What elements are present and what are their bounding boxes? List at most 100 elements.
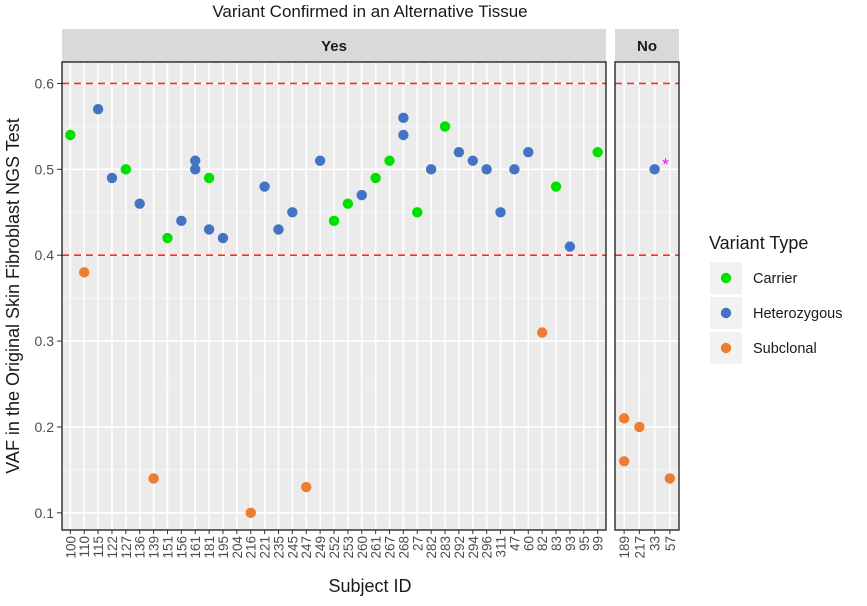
x-tick-label: 33 [648, 536, 663, 551]
facet-label: Yes [321, 38, 347, 55]
x-tick-label: 60 [521, 536, 536, 551]
x-tick-label: 260 [355, 536, 370, 559]
legend-label: Heterozygous [753, 306, 842, 322]
x-tick-label: 139 [147, 536, 162, 559]
y-tick-label: 0.5 [35, 161, 55, 177]
data-point-subclonal [148, 473, 159, 484]
x-axis-label: Subject ID [328, 576, 411, 596]
panel-border [614, 61, 680, 531]
y-tick-label: 0.4 [35, 247, 55, 263]
x-tick-label: 99 [591, 536, 606, 551]
data-point-carrier [384, 155, 395, 166]
x-tick-label: 151 [160, 536, 175, 559]
data-point-subclonal [618, 456, 630, 467]
x-tick-label: 311 [494, 536, 509, 558]
data-point-heterozygous [314, 155, 326, 166]
x-tick-label: 110 [77, 536, 92, 558]
y-axis-label: VAF in the Original Skin Fibroblast NGS … [3, 118, 23, 473]
x-tick-label: 122 [105, 536, 120, 559]
data-point-heterozygous [564, 241, 576, 252]
data-point-subclonal [664, 473, 676, 484]
data-point-carrier [592, 146, 603, 158]
facet-strip [62, 29, 606, 62]
legend-item: Carrier [710, 262, 797, 294]
data-point-heterozygous [106, 172, 118, 184]
x-tick-label: 292 [452, 536, 467, 559]
x-tick-label: 204 [230, 536, 245, 559]
data-point-heterozygous [425, 164, 437, 175]
data-point-heterozygous [287, 207, 298, 218]
x-tick-label: 127 [119, 536, 134, 559]
data-point-carrier [412, 207, 423, 218]
data-point-heterozygous [217, 232, 229, 244]
data-point-heterozygous [398, 129, 409, 141]
data-point-subclonal [245, 507, 256, 519]
y-tick-label: 0.1 [35, 505, 55, 521]
data-point-heterozygous [523, 146, 534, 158]
data-point-heterozygous [495, 207, 506, 218]
data-point-heterozygous [176, 215, 187, 227]
data-point-carrier [65, 129, 76, 141]
data-point-carrier [439, 121, 451, 132]
x-tick-label: 189 [617, 536, 632, 559]
x-tick-label: 115 [91, 536, 106, 558]
y-tick-label: 0.2 [35, 419, 55, 435]
data-point-heterozygous [92, 104, 104, 115]
legend-key-marker [720, 307, 732, 319]
legend-item: Subclonal [710, 332, 817, 364]
data-point-carrier [120, 164, 132, 175]
x-tick-label: 294 [466, 536, 481, 559]
y-tick-label: 0.6 [35, 75, 55, 91]
panel-yes: Yes1001101151221271361391511561611811952… [61, 29, 607, 559]
x-tick-label: 195 [216, 536, 231, 559]
x-tick-label: 93 [563, 536, 578, 551]
data-point-carrier [550, 181, 562, 192]
legend-title: Variant Type [709, 233, 808, 253]
data-point-heterozygous [203, 224, 215, 235]
x-tick-label: 156 [174, 536, 189, 559]
x-tick-label: 57 [663, 536, 678, 551]
x-tick-label: 83 [549, 536, 564, 551]
data-point-carrier [370, 172, 381, 184]
x-tick-label: 95 [577, 536, 592, 551]
data-point-subclonal [79, 267, 90, 278]
data-point-heterozygous [509, 164, 520, 175]
data-point-heterozygous [467, 155, 478, 166]
data-point-heterozygous [273, 224, 284, 235]
data-point-carrier [203, 172, 215, 184]
facet-label: No [637, 38, 657, 55]
x-tick-label: 252 [327, 536, 342, 559]
data-point-heterozygous [190, 164, 201, 175]
x-tick-label: 181 [202, 536, 217, 559]
data-point-subclonal [536, 327, 548, 338]
panel-background [615, 62, 679, 530]
x-tick-label: 261 [369, 536, 384, 559]
data-point-heterozygous [190, 155, 201, 166]
data-point-heterozygous [453, 146, 465, 158]
x-tick-label: 245 [285, 536, 300, 559]
panel-no: No * 189 217 33 57 [614, 29, 680, 559]
data-point-heterozygous [356, 189, 367, 201]
x-tick-label: 27 [410, 536, 425, 551]
x-tick-label: 283 [438, 536, 453, 559]
data-point-carrier [342, 198, 354, 209]
x-tick-label: 267 [383, 536, 398, 559]
x-tick-label: 47 [507, 536, 522, 551]
data-point-carrier [162, 232, 173, 244]
x-tick-label: 217 [632, 536, 647, 559]
data-point-heterozygous [134, 198, 145, 209]
x-tick-label: 100 [63, 536, 78, 559]
x-tick-label: 249 [313, 536, 328, 559]
x-tick-label: 161 [188, 536, 203, 559]
chart-title: Variant Confirmed in an Alternative Tiss… [212, 2, 527, 21]
facet-strip [615, 29, 679, 62]
legend-label: Carrier [753, 271, 797, 287]
x-tick-label: 136 [133, 536, 148, 559]
data-point-heterozygous [649, 164, 660, 175]
x-tick-label: 247 [299, 536, 314, 559]
x-tick-label: 82 [535, 536, 550, 551]
data-point-heterozygous [398, 112, 409, 124]
legend: Variant Type Carrier Heterozygous Subclonal [709, 233, 842, 364]
